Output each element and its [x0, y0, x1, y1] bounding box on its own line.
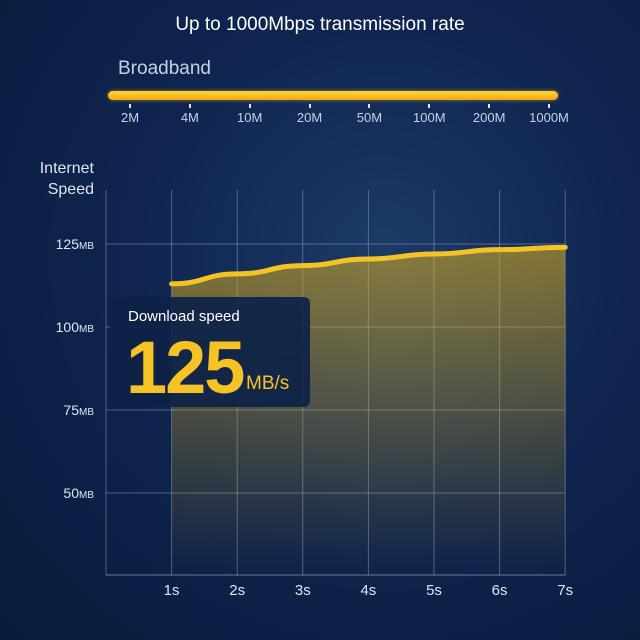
- y-axis-label: Internet Speed: [22, 158, 94, 200]
- broadband-tick-mark: [248, 104, 251, 108]
- y-tick-label: 100MB: [56, 319, 94, 335]
- y-axis-label-line1: Internet: [39, 160, 94, 177]
- x-tick-label: 4s: [360, 582, 377, 599]
- broadband-tick-label: 2M: [120, 110, 140, 125]
- broadband-tick-label: 100M: [413, 110, 446, 125]
- broadband-tick-mark: [368, 104, 371, 108]
- card-unit: MB/s: [246, 373, 290, 394]
- card-value: 125: [126, 326, 245, 409]
- download-speed-card: Download speed 125 MB/s: [110, 297, 310, 409]
- broadband-tick-label: 200M: [472, 110, 506, 125]
- broadband-tick-mark: [428, 104, 431, 108]
- x-tick-label: 5s: [426, 582, 442, 599]
- y-tick-value: 75: [63, 402, 79, 418]
- broadband-tick-label: 10M: [237, 110, 263, 125]
- y-tick-label: 50MB: [63, 485, 94, 501]
- broadband-label: Broadband: [118, 58, 211, 79]
- x-tick-label: 1s: [163, 582, 180, 599]
- y-axis-label-line2: Speed: [47, 181, 94, 198]
- y-tick-unit: MB: [79, 324, 94, 335]
- y-tick-value: 100: [55, 319, 79, 335]
- card-label: Download speed: [128, 308, 240, 325]
- broadband-tick-label: 4M: [180, 110, 199, 125]
- y-tick-unit: MB: [79, 490, 94, 501]
- broadband-tick-label: 20M: [296, 110, 323, 125]
- broadband-tick-mark: [548, 104, 550, 108]
- x-tick-label: 2s: [229, 582, 246, 599]
- broadband-tick-mark: [188, 104, 191, 108]
- y-tick-value: 125: [55, 236, 79, 252]
- y-tick-label: 125MB: [56, 236, 94, 252]
- broadband-tick-mark: [308, 104, 311, 108]
- x-tick-label: 7s: [557, 582, 574, 599]
- broadband-tick-label: 50M: [356, 110, 383, 125]
- broadband-tick-label: 1000M: [529, 110, 569, 125]
- x-tick-label: 6s: [491, 582, 508, 599]
- page-title: Up to 1000Mbps transmission rate: [175, 14, 465, 35]
- broadband-tick-mark: [129, 104, 131, 108]
- broadband-tick-mark: [488, 104, 491, 108]
- y-tick-value: 50: [63, 485, 79, 501]
- y-tick-label: 75MB: [63, 402, 94, 418]
- broadband-bar: [108, 91, 558, 100]
- y-tick-unit: MB: [79, 407, 94, 418]
- y-tick-unit: MB: [79, 241, 94, 252]
- x-tick-label: 3s: [294, 582, 311, 599]
